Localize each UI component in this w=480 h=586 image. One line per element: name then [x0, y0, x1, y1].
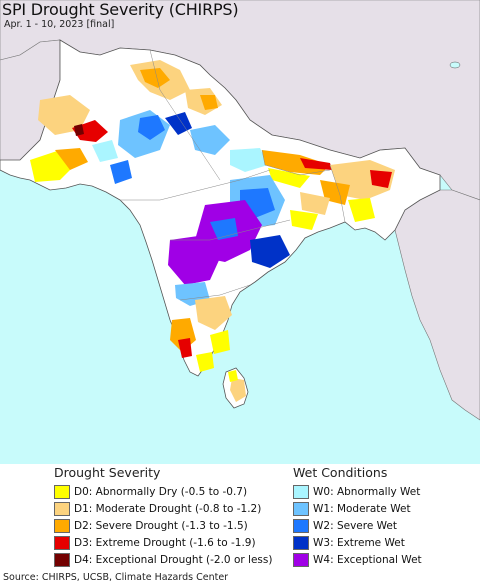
legend-label-d0: D0: Abnormally Dry (-0.5 to -0.7): [74, 486, 248, 498]
legend: Drought Severity Wet Conditions D0: Abno…: [0, 464, 480, 586]
legend-item-d1: D1: Moderate Drought (-0.8 to -1.2): [54, 501, 261, 517]
wet-conditions-heading: Wet Conditions: [293, 465, 388, 480]
legend-item-w3: W3: Extreme Wet: [293, 535, 405, 551]
legend-label-d4: D4: Exceptional Drought (-2.0 or less): [74, 554, 273, 566]
swatch-w3: [293, 536, 309, 550]
legend-label-w3: W3: Extreme Wet: [313, 537, 405, 549]
legend-item-w1: W1: Moderate Wet: [293, 501, 411, 517]
severity-patches: [30, 60, 395, 402]
legend-item-d4: D4: Exceptional Drought (-2.0 or less): [54, 552, 272, 568]
legend-label-w0: W0: Abnormally Wet: [313, 486, 421, 498]
map-panel: SPI Drought Severity (CHIRPS) Apr. 1 - 1…: [0, 0, 480, 464]
drought-severity-heading: Drought Severity: [54, 465, 161, 480]
map-subtitle: Apr. 1 - 10, 2023 [final]: [4, 19, 115, 30]
lake: [449, 61, 461, 69]
swatch-w4: [293, 553, 309, 567]
internal-borders: [120, 49, 346, 301]
legend-label-d2: D2: Severe Drought (-1.3 to -1.5): [74, 520, 248, 532]
swatch-d4: [54, 553, 70, 567]
legend-label-w4: W4: Exceptional Wet: [313, 554, 422, 566]
legend-item-d2: D2: Severe Drought (-1.3 to -1.5): [54, 518, 248, 534]
swatch-d3: [54, 536, 70, 550]
spi-map: [0, 0, 480, 464]
legend-label-w1: W1: Moderate Wet: [313, 503, 411, 515]
source-credit: Source: CHIRPS, UCSB, Climate Hazards Ce…: [3, 572, 229, 583]
legend-item-w4: W4: Exceptional Wet: [293, 552, 422, 568]
legend-label-d3: D3: Extreme Drought (-1.6 to -1.9): [74, 537, 256, 549]
swatch-d0: [54, 485, 70, 499]
swatch-d1: [54, 502, 70, 516]
legend-item-d3: D3: Extreme Drought (-1.6 to -1.9): [54, 535, 256, 551]
swatch-d2: [54, 519, 70, 533]
swatch-w0: [293, 485, 309, 499]
swatch-w1: [293, 502, 309, 516]
legend-item-d0: D0: Abnormally Dry (-0.5 to -0.7): [54, 484, 247, 500]
legend-label-w2: W2: Severe Wet: [313, 520, 397, 532]
swatch-w2: [293, 519, 309, 533]
map-title: SPI Drought Severity (CHIRPS): [2, 0, 239, 19]
legend-label-d1: D1: Moderate Drought (-0.8 to -1.2): [74, 503, 262, 515]
legend-item-w2: W2: Severe Wet: [293, 518, 397, 534]
legend-item-w0: W0: Abnormally Wet: [293, 484, 420, 500]
